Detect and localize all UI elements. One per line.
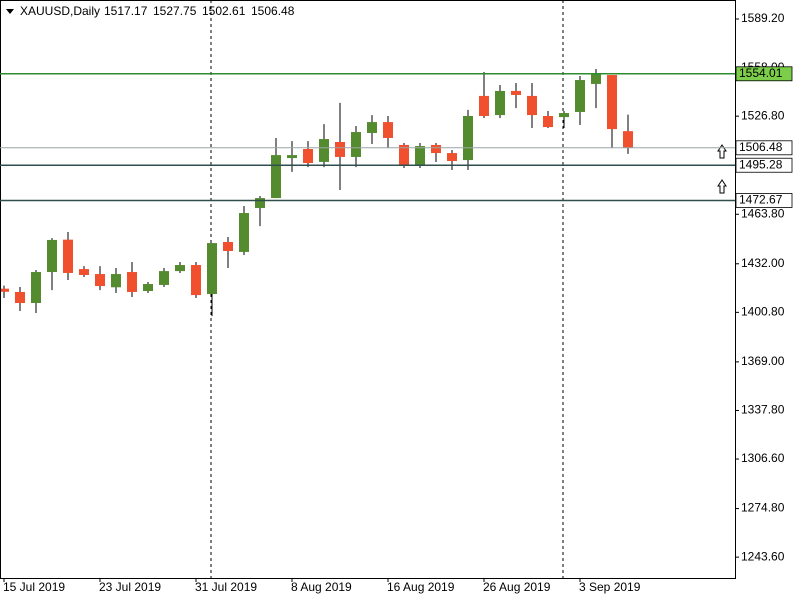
y-tick-label: 1369.00 bbox=[741, 354, 785, 368]
x-tick-label: 26 Aug 2019 bbox=[483, 580, 551, 594]
candle-body bbox=[367, 122, 377, 133]
candle-body bbox=[143, 284, 153, 292]
candle-body bbox=[335, 142, 345, 157]
header-high: 1527.75 bbox=[153, 4, 197, 18]
level-label: 1472.67 bbox=[739, 193, 783, 207]
level-label-box bbox=[735, 66, 793, 82]
candle-body bbox=[191, 265, 201, 296]
candle-body bbox=[575, 80, 585, 112]
x-tick-label: 16 Aug 2019 bbox=[387, 580, 455, 594]
arrow-icon bbox=[717, 179, 727, 194]
y-tick-label: 1274.80 bbox=[741, 501, 785, 515]
candle-body bbox=[479, 95, 489, 117]
level-label: 1495.28 bbox=[739, 157, 783, 171]
header-open: 1517.17 bbox=[104, 4, 148, 18]
x-tick-label: 3 Sep 2019 bbox=[579, 580, 641, 594]
y-tick-label: 1337.80 bbox=[741, 403, 785, 417]
candle-body bbox=[511, 90, 521, 95]
candle-body bbox=[15, 291, 25, 304]
level-label: 1554.01 bbox=[739, 66, 783, 80]
header-close: 1506.48 bbox=[251, 4, 295, 18]
plot bbox=[0, 68, 633, 317]
candle-body bbox=[559, 113, 569, 118]
plot-frame bbox=[0, 0, 736, 579]
x-tick-label: 8 Aug 2019 bbox=[291, 580, 352, 594]
candle-body bbox=[399, 144, 409, 166]
candle-body bbox=[0, 288, 9, 292]
candle-body bbox=[63, 239, 73, 273]
y-tick-label: 1463.80 bbox=[741, 206, 785, 220]
candle-body bbox=[383, 122, 393, 138]
level-label-box bbox=[735, 157, 793, 173]
candle-body bbox=[95, 274, 105, 287]
candle-body bbox=[623, 131, 633, 148]
price-label-box bbox=[735, 140, 793, 156]
candle-body bbox=[239, 213, 249, 252]
y-tick-label: 1400.80 bbox=[741, 305, 785, 319]
candle-body bbox=[447, 153, 457, 162]
y-tick-label: 1306.60 bbox=[741, 451, 785, 465]
candle-body bbox=[255, 198, 265, 209]
candle-body bbox=[287, 155, 297, 159]
candle-body bbox=[319, 139, 329, 162]
candle-body bbox=[495, 90, 505, 116]
price-label: 1506.48 bbox=[739, 140, 783, 154]
candle-body bbox=[159, 271, 169, 285]
x-tick-label: 23 Jul 2019 bbox=[99, 580, 161, 594]
candle-body bbox=[415, 146, 425, 166]
candle-body bbox=[303, 149, 313, 164]
x-tick-label: 31 Jul 2019 bbox=[195, 580, 257, 594]
y-tick-label: 1526.80 bbox=[741, 108, 785, 122]
candle-body bbox=[111, 274, 121, 288]
x-tick-label: 15 Jul 2019 bbox=[3, 580, 65, 594]
candle-body bbox=[223, 241, 233, 252]
y-tick-label: 1243.60 bbox=[741, 549, 785, 563]
candle-body bbox=[175, 265, 185, 272]
candle-body bbox=[271, 155, 281, 199]
y-tick-label: 1432.00 bbox=[741, 256, 785, 270]
candle-body bbox=[47, 239, 57, 273]
candle-body bbox=[543, 116, 553, 128]
candle-body bbox=[431, 144, 441, 154]
candle-body bbox=[527, 95, 537, 116]
candle-body bbox=[607, 75, 617, 130]
chart-title: XAUUSD,Daily bbox=[20, 4, 100, 18]
candle-body bbox=[79, 269, 89, 275]
candle-body bbox=[127, 272, 137, 292]
candle-body bbox=[463, 116, 473, 161]
candle-body bbox=[207, 243, 217, 294]
y-tick-label: 1589.20 bbox=[741, 11, 785, 25]
menu-triangle bbox=[6, 9, 14, 14]
level-label-box bbox=[735, 193, 793, 208]
candle-body bbox=[351, 132, 361, 157]
candle-body bbox=[31, 272, 41, 304]
candle-body bbox=[591, 73, 601, 84]
header-low: 1502.61 bbox=[202, 4, 246, 18]
